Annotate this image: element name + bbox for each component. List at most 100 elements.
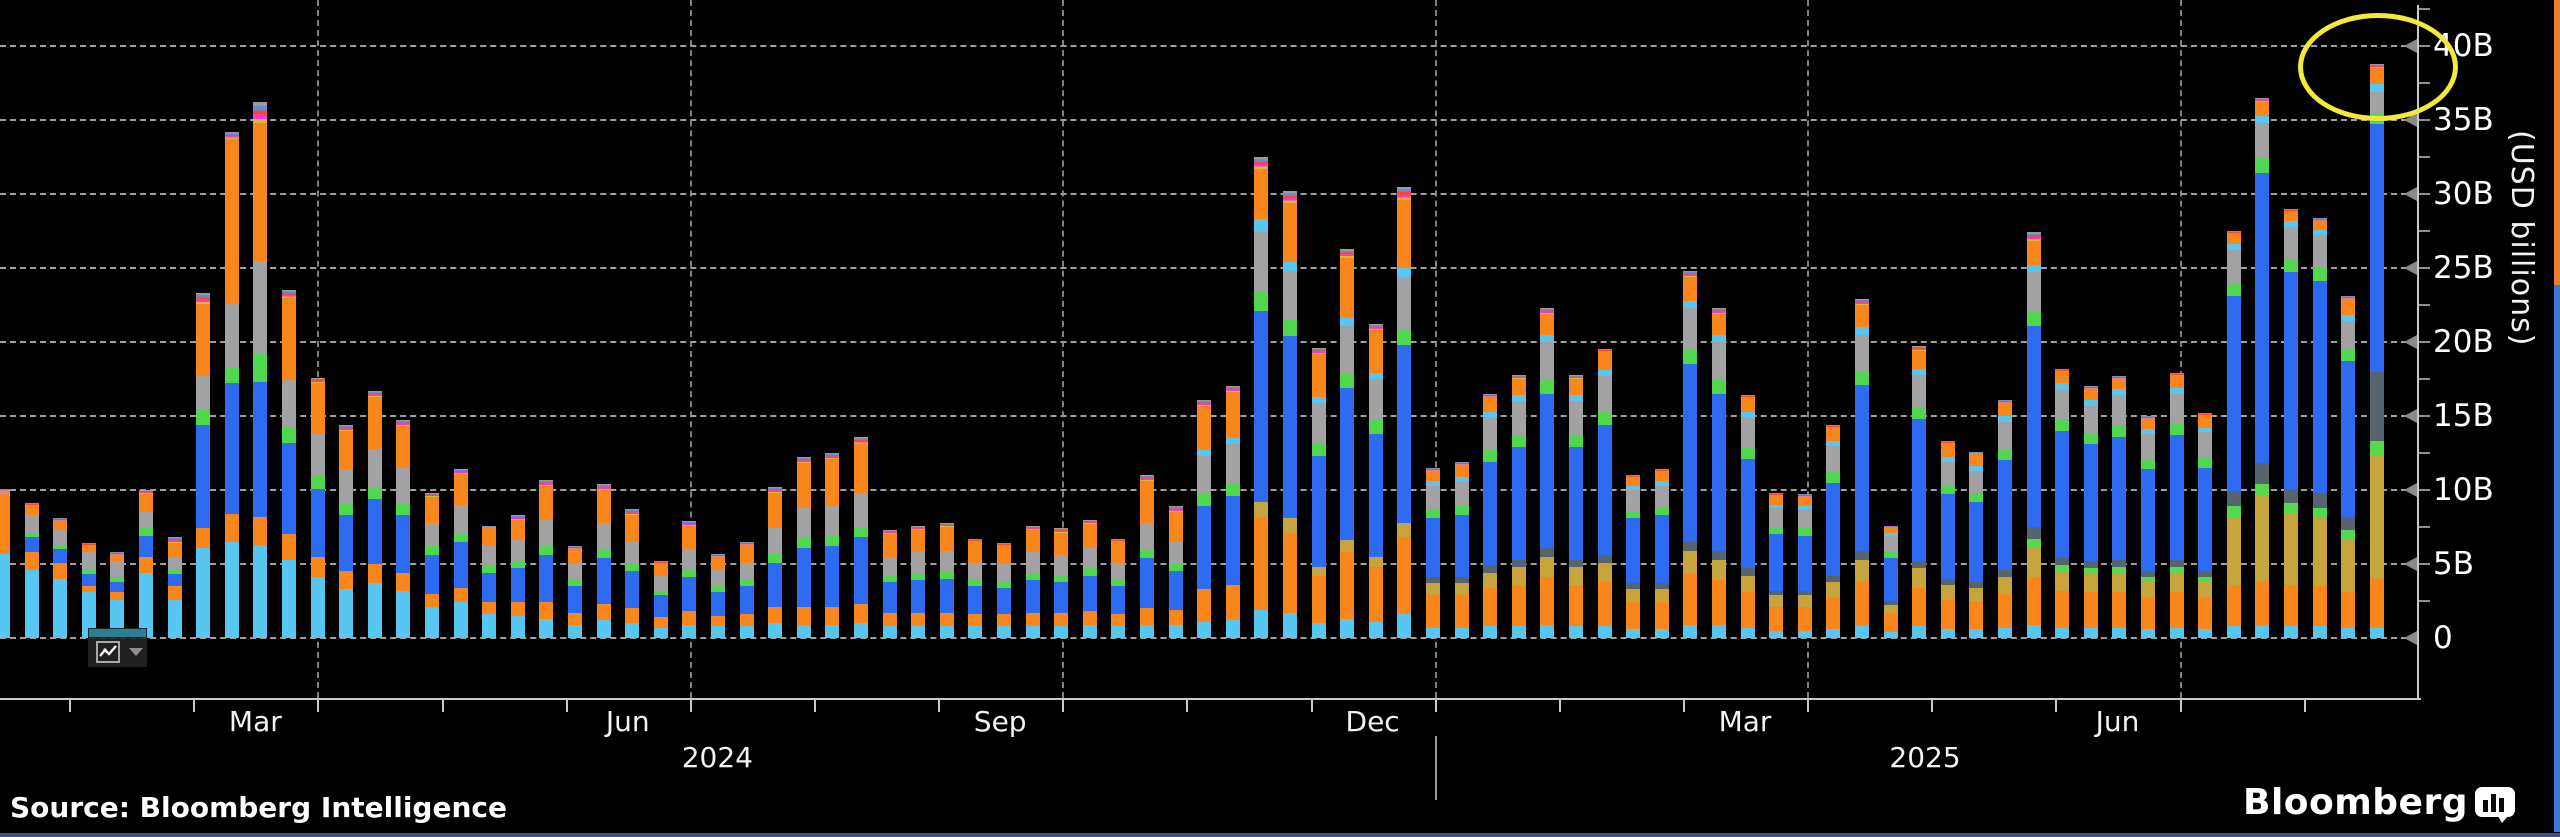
bar-stack-week-41[interactable] xyxy=(1168,0,1183,837)
bar-stack-week-63[interactable] xyxy=(1797,0,1812,837)
segment-slate xyxy=(1426,577,1440,584)
bar-stack-week-37[interactable] xyxy=(1054,0,1069,837)
segment-orange-lower xyxy=(2341,592,2356,628)
segment-blue xyxy=(1998,460,2012,570)
bar-stack-week-69[interactable] xyxy=(1969,0,1984,837)
bar-stack-week-46[interactable] xyxy=(1311,0,1326,837)
bar-stack-week-78[interactable] xyxy=(2226,0,2241,837)
bar-stack-week-17[interactable] xyxy=(482,0,497,837)
segment-orange-lower xyxy=(2112,592,2127,628)
bar-stack-week-68[interactable] xyxy=(1940,0,1955,837)
x-axis-month-tick xyxy=(1558,698,1561,712)
segment-gray xyxy=(425,522,439,547)
bar-stack-week-15[interactable] xyxy=(425,0,439,837)
bar-stack-week-50[interactable] xyxy=(1426,0,1440,837)
bar-stack-week-4[interactable] xyxy=(110,0,125,837)
bar-stack-week-38[interactable] xyxy=(1082,0,1097,837)
bar-stack-week-31[interactable] xyxy=(882,0,897,837)
bar-stack-week-14[interactable] xyxy=(396,0,411,837)
chevron-down-icon[interactable] xyxy=(129,648,143,656)
bar-stack-week-0[interactable] xyxy=(0,0,10,837)
bar-stack-week-59[interactable] xyxy=(1683,0,1698,837)
bar-stack-week-25[interactable] xyxy=(711,0,725,837)
bar-stack-week-64[interactable] xyxy=(1826,0,1841,837)
bar-stack-week-1[interactable] xyxy=(24,0,39,837)
bar-stack-week-52[interactable] xyxy=(1483,0,1498,837)
segment-gray xyxy=(2026,272,2041,311)
bar-stack-week-18[interactable] xyxy=(510,0,525,837)
bar-stack-week-33[interactable] xyxy=(939,0,954,837)
chart-type-button[interactable] xyxy=(88,628,147,667)
segment-sky-thin xyxy=(1654,481,1669,486)
bar-stack-week-71[interactable] xyxy=(2026,0,2041,837)
bar-stack-week-67[interactable] xyxy=(1912,0,1927,837)
bar-stack-week-45[interactable] xyxy=(1283,0,1297,837)
bar-stack-week-36[interactable] xyxy=(1025,0,1040,837)
bar-stack-week-44[interactable] xyxy=(1254,0,1269,837)
segment-orange-lower xyxy=(2026,577,2041,625)
bar-stack-week-29[interactable] xyxy=(825,0,840,837)
bar-stack-week-6[interactable] xyxy=(167,0,182,837)
bar-stack-week-58[interactable] xyxy=(1654,0,1669,837)
bar-stack-week-75[interactable] xyxy=(2141,0,2155,837)
bar-stack-week-30[interactable] xyxy=(854,0,868,837)
segment-caps xyxy=(339,424,354,431)
segment-tan xyxy=(1540,556,1555,578)
bar-stack-week-70[interactable] xyxy=(1998,0,2012,837)
segment-gray xyxy=(653,575,668,591)
bar-stack-week-16[interactable] xyxy=(453,0,468,837)
bar-stack-week-83[interactable] xyxy=(2369,0,2384,837)
bar-stack-week-23[interactable] xyxy=(653,0,668,837)
bar-stack-week-56[interactable] xyxy=(1597,0,1612,837)
segment-orange-lower xyxy=(282,534,296,560)
segment-orange-lower xyxy=(854,603,868,624)
bar-stack-week-2[interactable] xyxy=(53,0,68,837)
segment-caps xyxy=(1454,461,1469,465)
bar-stack-week-26[interactable] xyxy=(739,0,754,837)
segment-orange-lower xyxy=(1626,602,1641,630)
bar-stack-week-53[interactable] xyxy=(1511,0,1526,837)
bar-stack-week-79[interactable] xyxy=(2255,0,2270,837)
bar-stack-week-54[interactable] xyxy=(1540,0,1555,837)
segment-tan xyxy=(1940,584,1955,600)
segment-orange-upper xyxy=(425,497,439,523)
bar-stack-week-28[interactable] xyxy=(796,0,811,837)
bar-stack-week-42[interactable] xyxy=(1197,0,1212,837)
bar-stack-week-13[interactable] xyxy=(367,0,382,837)
bar-stack-week-39[interactable] xyxy=(1111,0,1126,837)
bar-stack-week-5[interactable] xyxy=(139,0,153,837)
bar-stack-week-3[interactable] xyxy=(81,0,96,837)
segment-caps xyxy=(1826,424,1841,428)
bar-stack-week-19[interactable] xyxy=(539,0,554,837)
segment-blue xyxy=(1082,575,1097,612)
segment-blue xyxy=(1225,495,1240,585)
segment-sky-thin xyxy=(1340,318,1355,326)
bar-stack-week-40[interactable] xyxy=(1140,0,1154,837)
segment-tan xyxy=(1597,562,1612,582)
segment-sky-thin xyxy=(1511,395,1526,402)
bar-stack-week-12[interactable] xyxy=(339,0,354,837)
segment-caps xyxy=(1912,346,1927,351)
bar-stack-week-82[interactable] xyxy=(2341,0,2356,837)
bar-stack-week-57[interactable] xyxy=(1626,0,1641,837)
bar-stack-week-10[interactable] xyxy=(282,0,296,837)
bar-stack-week-32[interactable] xyxy=(911,0,926,837)
bar-stack-week-77[interactable] xyxy=(2198,0,2213,837)
segment-orange-lower xyxy=(167,586,182,600)
segment-orange-upper xyxy=(1168,512,1183,542)
segment-orange-upper xyxy=(1368,330,1383,374)
bar-stack-week-65[interactable] xyxy=(1855,0,1869,837)
bar-stack-week-20[interactable] xyxy=(568,0,582,837)
segment-orange-upper xyxy=(1025,529,1040,553)
segment-caps xyxy=(2284,208,2298,212)
bar-stack-week-43[interactable] xyxy=(1225,0,1240,837)
bar-stack-week-27[interactable] xyxy=(768,0,783,837)
bar-stack-week-55[interactable] xyxy=(1569,0,1583,837)
y-axis-minor-tick xyxy=(2419,600,2430,602)
bar-stack-week-80[interactable] xyxy=(2284,0,2298,837)
bar-stack-week-81[interactable] xyxy=(2312,0,2327,837)
bar-stack-week-66[interactable] xyxy=(1883,0,1898,837)
bar-stack-week-7[interactable] xyxy=(196,0,211,837)
segment-caps xyxy=(2026,232,2041,242)
bar-stack-week-51[interactable] xyxy=(1454,0,1469,837)
